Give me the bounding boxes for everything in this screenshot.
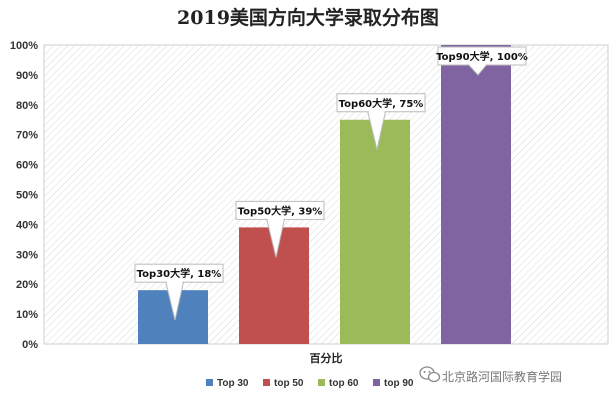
y-tick-label: 60% [16,160,38,172]
y-tick-label: 10% [16,309,38,321]
bar-top-60 [340,119,410,344]
y-axis: 0% 10% 20% 30% 40% 50% 60% 70% 80% 90% 100% [10,40,38,351]
y-tick-label: 50% [16,190,38,202]
legend-label: top 60 [329,378,359,389]
y-tick-label: 40% [16,219,38,231]
x-axis-label: 百分比 [310,351,343,365]
y-tick-label: 80% [16,100,38,112]
y-tick-label: 100% [10,40,38,52]
legend-swatch [263,379,270,386]
y-tick-label: 30% [16,249,38,261]
data-label: Top90大学, 100% [436,50,528,63]
plot-area [43,44,609,345]
data-label: Top60大学, 75% [339,97,424,110]
wechat-icon [419,366,441,383]
data-label-callout: Top90大学, 100% [436,46,528,76]
legend-swatch [373,379,380,386]
legend-label: top 90 [384,378,414,389]
data-label: Top30大学, 18% [137,267,222,280]
y-tick-label: 20% [16,279,38,291]
chart-title: 2019美国方向大学录取分布图 [177,6,439,29]
bar-top-90 [441,45,511,344]
y-tick-label: 0% [22,339,38,351]
legend: Top 30 top 50 top 60 top 90 [206,378,414,389]
y-tick-label: 70% [16,130,38,142]
data-label: Top50大学, 39% [238,204,323,217]
y-tick-label: 90% [16,70,38,82]
data-label-callout: Top60大学, 75% [336,93,426,150]
watermark-text: 北京路河国际教育学园 [442,369,562,384]
data-label-callout: Top30大学, 18% [134,263,224,321]
data-label-callout: Top50大学, 39% [235,200,325,258]
bars-group [138,45,511,344]
legend-swatch [318,379,325,386]
legend-swatch [206,379,213,386]
data-labels-group: Top30大学, 18% Top50大学, 39% Top60大学, 75% Top9… [134,46,528,321]
legend-label: top 50 [274,378,304,389]
watermark: 北京路河国际教育学园 [419,366,562,384]
legend-label: Top 30 [217,378,249,389]
